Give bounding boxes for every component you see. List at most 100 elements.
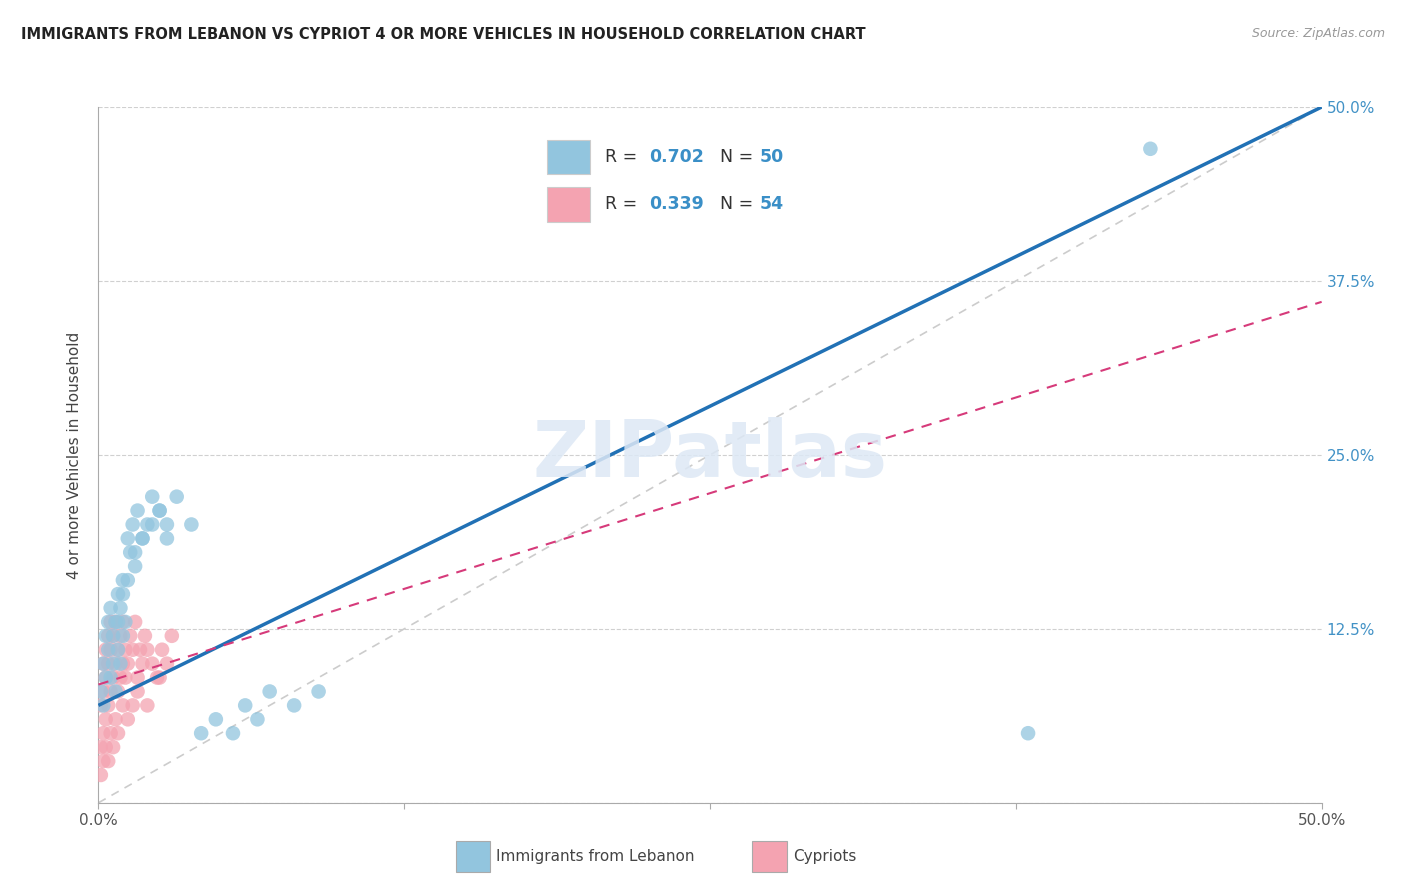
Point bbox=[308, 684, 330, 698]
Point bbox=[156, 657, 179, 671]
Point bbox=[114, 671, 136, 685]
Text: Source: ZipAtlas.com: Source: ZipAtlas.com bbox=[1251, 27, 1385, 40]
Point bbox=[94, 642, 117, 657]
Point bbox=[94, 712, 117, 726]
Point bbox=[90, 768, 112, 782]
Point bbox=[222, 726, 245, 740]
Point bbox=[233, 698, 256, 713]
Point bbox=[131, 532, 153, 546]
Point bbox=[180, 517, 202, 532]
Point bbox=[120, 545, 142, 559]
Point bbox=[101, 629, 124, 643]
Point bbox=[104, 657, 127, 671]
Point bbox=[100, 601, 122, 615]
Point bbox=[107, 587, 129, 601]
Point bbox=[121, 698, 143, 713]
Point bbox=[141, 657, 163, 671]
Point bbox=[141, 490, 163, 504]
Text: Cypriots: Cypriots bbox=[793, 849, 856, 863]
Text: IMMIGRANTS FROM LEBANON VS CYPRIOT 4 OR MORE VEHICLES IN HOUSEHOLD CORRELATION C: IMMIGRANTS FROM LEBANON VS CYPRIOT 4 OR … bbox=[21, 27, 866, 42]
Point bbox=[111, 615, 134, 629]
Point bbox=[90, 698, 112, 713]
Text: 0.339: 0.339 bbox=[648, 195, 703, 213]
Point bbox=[100, 684, 122, 698]
Point bbox=[100, 671, 122, 685]
Text: R =: R = bbox=[606, 195, 643, 213]
Point bbox=[104, 615, 127, 629]
Point bbox=[107, 642, 129, 657]
FancyBboxPatch shape bbox=[547, 186, 591, 221]
Point bbox=[104, 684, 127, 698]
Point bbox=[205, 712, 228, 726]
Point bbox=[259, 684, 281, 698]
Point bbox=[94, 671, 117, 685]
Point bbox=[127, 684, 149, 698]
Point bbox=[110, 671, 132, 685]
Point bbox=[94, 740, 117, 755]
Point bbox=[121, 517, 143, 532]
Point bbox=[129, 642, 152, 657]
Point bbox=[114, 642, 136, 657]
Point bbox=[91, 726, 114, 740]
Text: ZIPatlas: ZIPatlas bbox=[533, 417, 887, 493]
Point bbox=[1017, 726, 1039, 740]
Point bbox=[101, 629, 124, 643]
Point bbox=[104, 615, 127, 629]
Text: N =: N = bbox=[720, 148, 759, 166]
Point bbox=[136, 698, 159, 713]
Point bbox=[97, 698, 120, 713]
Point bbox=[156, 532, 179, 546]
Point bbox=[97, 657, 120, 671]
Point bbox=[1139, 142, 1161, 156]
Point bbox=[246, 712, 269, 726]
Point bbox=[91, 657, 114, 671]
Point bbox=[166, 490, 188, 504]
Point bbox=[117, 573, 139, 587]
Point bbox=[107, 684, 129, 698]
Point bbox=[190, 726, 212, 740]
Point bbox=[136, 517, 159, 532]
Point bbox=[124, 559, 146, 574]
Point bbox=[97, 615, 120, 629]
Point bbox=[134, 629, 156, 643]
Point bbox=[124, 615, 146, 629]
Point bbox=[100, 615, 122, 629]
Point bbox=[156, 517, 179, 532]
Point bbox=[150, 642, 173, 657]
Point bbox=[283, 698, 305, 713]
Point bbox=[90, 740, 112, 755]
Point bbox=[121, 642, 143, 657]
Text: 0.702: 0.702 bbox=[648, 148, 703, 166]
Point bbox=[131, 532, 153, 546]
Text: 54: 54 bbox=[761, 195, 785, 213]
Text: N =: N = bbox=[720, 195, 759, 213]
Point bbox=[127, 503, 149, 517]
Text: R =: R = bbox=[606, 148, 643, 166]
FancyBboxPatch shape bbox=[456, 840, 489, 872]
Point bbox=[100, 642, 122, 657]
Point bbox=[146, 671, 169, 685]
Point bbox=[97, 642, 120, 657]
Point bbox=[149, 503, 172, 517]
Point bbox=[97, 629, 120, 643]
Point bbox=[90, 684, 112, 698]
Point bbox=[124, 545, 146, 559]
Point bbox=[101, 671, 124, 685]
Point bbox=[91, 657, 114, 671]
FancyBboxPatch shape bbox=[752, 840, 786, 872]
Point bbox=[111, 657, 134, 671]
Point bbox=[149, 503, 172, 517]
Point bbox=[107, 642, 129, 657]
Point bbox=[101, 740, 124, 755]
Point bbox=[111, 573, 134, 587]
Y-axis label: 4 or more Vehicles in Household: 4 or more Vehicles in Household bbox=[67, 331, 83, 579]
Point bbox=[127, 671, 149, 685]
Point bbox=[110, 601, 132, 615]
Point bbox=[91, 698, 114, 713]
Point bbox=[114, 615, 136, 629]
Point bbox=[107, 726, 129, 740]
Point bbox=[117, 657, 139, 671]
Point bbox=[110, 657, 132, 671]
Point bbox=[94, 671, 117, 685]
Point bbox=[111, 587, 134, 601]
